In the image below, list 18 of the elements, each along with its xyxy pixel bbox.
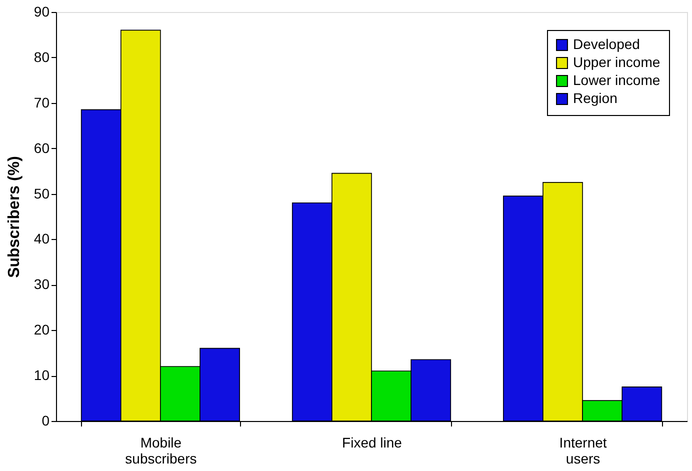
y-tick-label: 20 bbox=[34, 322, 50, 338]
x-tick-label: Mobile subscribers bbox=[125, 434, 197, 466]
y-tick-label: 0 bbox=[42, 412, 50, 428]
legend-label: Upper income bbox=[573, 54, 660, 70]
y-tick-label: 10 bbox=[34, 367, 50, 384]
y-tick-label: 50 bbox=[34, 185, 50, 202]
y-tick-label: 40 bbox=[34, 230, 50, 247]
y-tick-label: 80 bbox=[34, 48, 50, 65]
y-tick-label: 90 bbox=[34, 4, 50, 20]
y-axis-title: Subscribers (%) bbox=[6, 156, 23, 278]
x-tick-label: Fixed line bbox=[342, 434, 402, 450]
y-tick-label: 30 bbox=[34, 276, 50, 292]
legend-label: Region bbox=[573, 90, 618, 106]
y-tick-label: 70 bbox=[34, 94, 50, 110]
x-tick-label: Internet users bbox=[559, 434, 607, 466]
y-tick-label: 60 bbox=[34, 140, 50, 156]
legend-label: Lower income bbox=[573, 72, 660, 88]
legend-label: Developed bbox=[573, 36, 640, 52]
